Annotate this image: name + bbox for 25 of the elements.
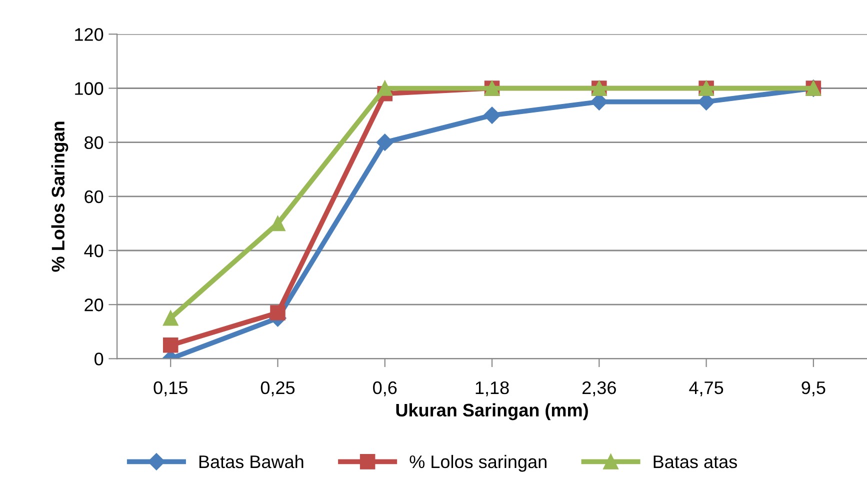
x-tick-label: 0,25 (260, 381, 295, 396)
y-axis-title: % Lolos Saringan (51, 122, 68, 272)
legend-label: Batas Bawah (199, 454, 304, 468)
y-tick-label: 60 (84, 190, 104, 204)
point (376, 134, 394, 151)
legend-label: % Lolos saringan (410, 454, 546, 472)
point (162, 310, 178, 326)
y-tick-label: 80 (84, 136, 104, 150)
x-tick-label: 4,75 (689, 382, 724, 396)
point (377, 80, 393, 96)
x-tick-label: 2,36 (582, 381, 616, 396)
x-tick-label: 0,15 (154, 381, 188, 396)
y-tick-label: 40 (84, 244, 104, 258)
point (162, 338, 178, 353)
y-tick-label: 0 (94, 352, 104, 366)
x-tick-label: 1,18 (476, 381, 509, 396)
y-tick-label: 20 (84, 298, 104, 312)
x-tick-label: 9,5 (802, 381, 826, 396)
point (483, 106, 501, 124)
y-tick-label: 100 (75, 82, 104, 95)
x-axis-title: Ukuran Saringan (mm) (396, 403, 588, 420)
point (270, 305, 286, 320)
x-tick-label: 0,6 (373, 381, 397, 396)
legend-label: Batas atas (654, 456, 737, 468)
y-tick-label: 120 (75, 28, 104, 41)
